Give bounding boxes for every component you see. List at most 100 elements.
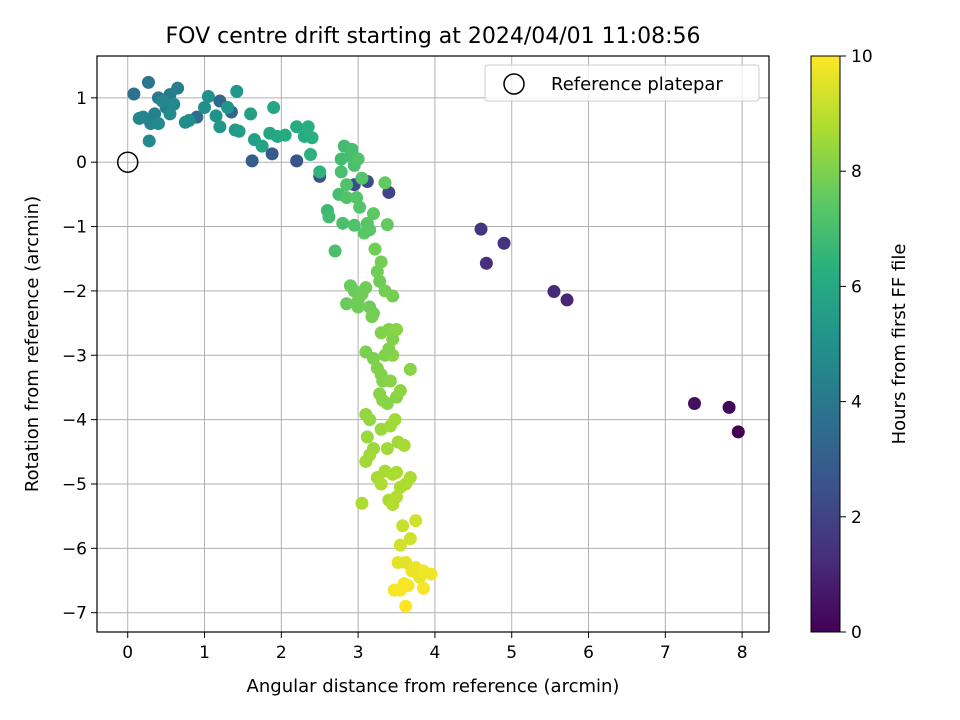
colorbar-tick-label: 6 bbox=[851, 277, 862, 297]
data-point bbox=[390, 465, 404, 479]
colorbar-tick-label: 10 bbox=[851, 47, 873, 67]
data-point bbox=[155, 94, 169, 108]
data-point bbox=[322, 210, 336, 224]
legend: Reference platepar bbox=[484, 64, 760, 102]
y-tick-label: −1 bbox=[62, 218, 87, 238]
data-point bbox=[334, 165, 348, 179]
data-point bbox=[360, 430, 374, 444]
data-point bbox=[497, 236, 511, 250]
y-tick-label: −6 bbox=[62, 539, 87, 559]
data-point bbox=[479, 256, 493, 270]
y-tick-label: 1 bbox=[76, 89, 87, 109]
data-point bbox=[313, 165, 327, 179]
data-point bbox=[397, 438, 411, 452]
data-point bbox=[390, 323, 404, 337]
data-point bbox=[127, 87, 141, 101]
data-point bbox=[290, 120, 304, 134]
data-point bbox=[382, 342, 396, 356]
y-axis-ticks: 1 0 −1 −2 −3 −4 −5 −6 −7 bbox=[62, 89, 97, 624]
data-point bbox=[151, 117, 165, 131]
data-point bbox=[722, 400, 736, 414]
data-point bbox=[245, 154, 259, 168]
x-tick-label: 0 bbox=[122, 643, 133, 663]
x-tick-label: 5 bbox=[506, 643, 517, 663]
data-point bbox=[221, 100, 235, 114]
data-point bbox=[547, 285, 561, 299]
y-tick-label: −4 bbox=[62, 411, 87, 431]
reference-platepar-marker bbox=[116, 151, 139, 173]
data-point bbox=[198, 100, 212, 114]
scatter-points bbox=[116, 75, 745, 613]
data-point bbox=[386, 289, 400, 303]
y-tick-label: −3 bbox=[62, 346, 87, 366]
colorbar: 0 2 4 6 8 10 Hours from first FF file bbox=[810, 47, 910, 643]
data-point bbox=[366, 207, 380, 221]
data-point bbox=[132, 111, 146, 125]
data-point bbox=[340, 297, 354, 311]
y-tick-label: −5 bbox=[62, 475, 87, 495]
x-tick-label: 1 bbox=[199, 643, 210, 663]
data-point bbox=[355, 496, 369, 510]
data-point bbox=[244, 107, 258, 121]
data-point bbox=[178, 115, 192, 129]
data-point bbox=[374, 326, 388, 340]
data-point bbox=[201, 90, 215, 104]
legend-marker-circle bbox=[503, 73, 525, 95]
data-point bbox=[171, 81, 185, 95]
plot-area-frame bbox=[96, 55, 770, 633]
data-point bbox=[378, 176, 392, 190]
colorbar-tick-label: 8 bbox=[851, 162, 862, 182]
data-point bbox=[340, 178, 354, 192]
data-point bbox=[374, 477, 388, 491]
colorbar-label: Hours from first FF file bbox=[889, 244, 910, 445]
chart-title: FOV centre drift starting at 2024/04/01 … bbox=[166, 24, 701, 49]
y-axis-label: Rotation from reference (arcmin) bbox=[22, 196, 43, 492]
data-point bbox=[163, 107, 177, 121]
colorbar-tick-label: 0 bbox=[851, 623, 862, 643]
data-point bbox=[363, 413, 377, 427]
grid bbox=[97, 56, 769, 632]
x-tick-label: 7 bbox=[660, 643, 671, 663]
data-point bbox=[305, 131, 319, 145]
data-point bbox=[142, 134, 156, 148]
data-point bbox=[399, 599, 413, 613]
data-point bbox=[141, 75, 155, 89]
data-point bbox=[301, 120, 315, 134]
data-point bbox=[409, 514, 423, 528]
data-point bbox=[359, 454, 373, 468]
data-point bbox=[388, 413, 402, 427]
data-point bbox=[396, 519, 410, 533]
data-point bbox=[265, 147, 279, 161]
colorbar-tick-label: 4 bbox=[851, 393, 862, 413]
data-point bbox=[380, 442, 394, 456]
x-axis-ticks: 0 1 2 3 4 5 6 7 8 bbox=[122, 632, 748, 663]
data-point bbox=[393, 538, 407, 552]
data-point bbox=[213, 120, 227, 134]
data-point bbox=[351, 152, 365, 166]
data-point bbox=[345, 142, 359, 156]
data-point bbox=[393, 384, 407, 398]
data-point bbox=[359, 281, 373, 295]
data-point bbox=[328, 244, 342, 258]
colorbar-ticks: 0 2 4 6 8 10 bbox=[840, 47, 873, 643]
data-point bbox=[304, 147, 318, 161]
colorbar-tick-label: 2 bbox=[851, 508, 862, 528]
data-point bbox=[209, 109, 223, 123]
data-point bbox=[373, 274, 387, 288]
data-point bbox=[380, 218, 394, 232]
data-point bbox=[355, 171, 369, 185]
data-point bbox=[403, 532, 417, 546]
data-point bbox=[290, 154, 304, 168]
data-point bbox=[383, 374, 397, 388]
x-tick-label: 2 bbox=[276, 643, 287, 663]
data-point bbox=[267, 100, 281, 114]
data-point bbox=[363, 223, 377, 237]
legend-entry-label: Reference platepar bbox=[551, 74, 723, 95]
data-point bbox=[403, 471, 417, 485]
data-point bbox=[424, 567, 438, 581]
data-point bbox=[390, 490, 404, 504]
x-tick-label: 6 bbox=[583, 643, 594, 663]
x-axis-label: Angular distance from reference (arcmin) bbox=[247, 676, 620, 697]
x-tick-label: 3 bbox=[353, 643, 364, 663]
